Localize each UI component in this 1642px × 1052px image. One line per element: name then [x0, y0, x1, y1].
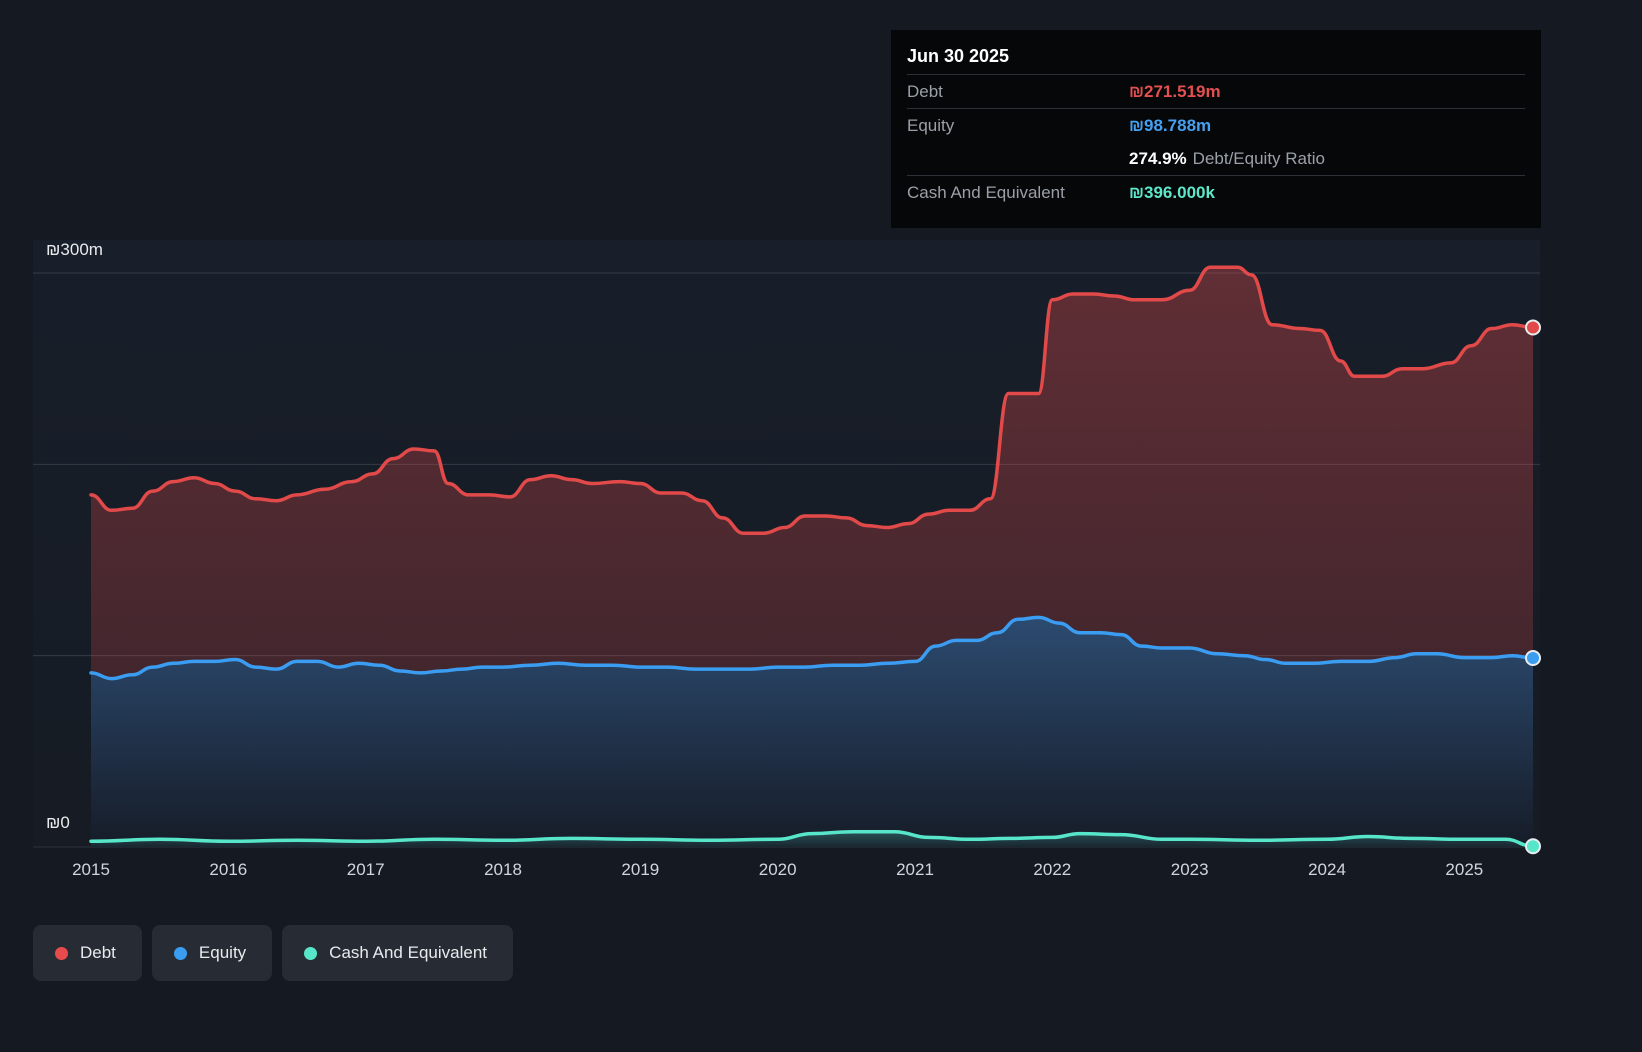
x-axis-tick-2025: 2025: [1445, 860, 1484, 879]
tooltip-debt-value: ₪271.519m: [1129, 81, 1221, 101]
chart-legend: Debt Equity Cash And Equivalent: [33, 925, 514, 981]
series-end-markers: [1525, 319, 1541, 855]
debt-line: [89, 265, 1535, 535]
x-axis-tick-2019: 2019: [621, 860, 660, 879]
x-axis-tick-2022: 2022: [1033, 860, 1072, 879]
legend-item-cash[interactable]: Cash And Equivalent: [282, 925, 514, 981]
x-axis-tick-2015: 2015: [72, 860, 110, 879]
cash-line: [89, 829, 1535, 848]
cash-endpoint-marker: [1525, 838, 1541, 855]
chart-tooltip: Jun 30 2025 Debt ₪271.519m Equity ₪98.78…: [891, 30, 1541, 228]
legend-equity-label: Equity: [198, 943, 247, 962]
cash-area: [91, 831, 1533, 847]
tooltip-row-debt: Debt ₪271.519m: [907, 74, 1525, 108]
equity-legend-dot-icon: [173, 946, 187, 960]
tooltip-debt-label: Debt: [907, 81, 943, 101]
debt-endpoint-marker: [1525, 319, 1541, 336]
equity-endpoint-marker: [1525, 649, 1541, 666]
tooltip-row-cash: Cash And Equivalent ₪396.000k: [907, 175, 1525, 209]
equity-area: [91, 617, 1533, 847]
legend-item-debt[interactable]: Debt: [33, 925, 142, 981]
tooltip-date: Jun 30 2025: [907, 45, 1010, 66]
series-lines: [89, 265, 1535, 848]
x-axis-tick-2020: 2020: [758, 860, 797, 879]
equity-line: [89, 615, 1535, 681]
tooltip-cash-value: ₪396.000k: [1129, 182, 1215, 202]
cash-legend-dot-icon: [304, 946, 318, 960]
tooltip-equity-value: ₪98.788m: [1129, 115, 1212, 135]
y-axis-label-0: ₪0: [46, 813, 70, 832]
tooltip-row-ratio: 274.9% Debt/Equity Ratio: [907, 142, 1525, 175]
tooltip-row-equity: Equity ₪98.788m: [907, 108, 1525, 142]
x-axis-tick-2018: 2018: [484, 860, 522, 879]
x-axis-tick-2016: 2016: [209, 860, 248, 879]
series-areas: [91, 267, 1533, 847]
tooltip-cash-label: Cash And Equivalent: [907, 182, 1065, 202]
tooltip-ratio-value: 274.9% Debt/Equity Ratio: [1129, 149, 1325, 169]
y-axis-label-300m: ₪300m: [46, 240, 103, 259]
tooltip-ratio-suffix: Debt/Equity Ratio: [1192, 148, 1325, 168]
tooltip-ratio-percent: 274.9%: [1129, 148, 1187, 168]
x-axis-tick-2024: 2024: [1308, 860, 1346, 879]
debt-legend-dot-icon: [55, 946, 68, 960]
legend-item-equity[interactable]: Equity: [151, 925, 273, 981]
x-axis-tick-2021: 2021: [896, 860, 934, 879]
x-axis-tick-2017: 2017: [346, 860, 385, 879]
legend-cash-label: Cash And Equivalent: [329, 943, 488, 962]
x-axis-tick-2023: 2023: [1170, 860, 1209, 879]
legend-debt-label: Debt: [80, 943, 116, 962]
tooltip-equity-label: Equity: [907, 115, 955, 135]
